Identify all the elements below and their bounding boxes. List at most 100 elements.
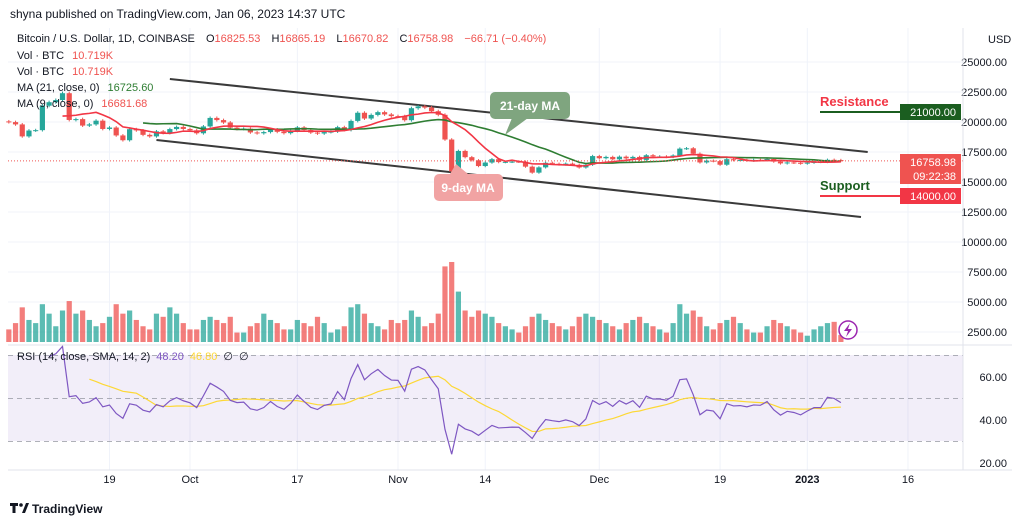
volume-bar [167,307,173,342]
volume-bar [314,316,321,342]
candle-body [730,159,737,161]
volume-bar [415,316,421,342]
volume-bar [791,329,797,342]
volume-bar [831,321,837,342]
candle-body [469,157,475,161]
candle-body [281,131,287,134]
volume-bar [328,332,334,342]
volume-bar [643,323,649,342]
time-tick-label: 16 [902,474,914,486]
candle-body [39,105,45,131]
price-axis[interactable]: 25000.00 22500.00 20000.00 17500.00 15000.00… [961,57,1007,339]
candle-body [630,156,636,159]
candle-body [234,127,240,129]
time-axis[interactable]: 19 Oct 17 Nov 14 Dec 19 2023 16 [103,474,914,486]
volume-bar [194,329,200,342]
volume-bar [838,335,844,342]
volume-bar [683,313,690,342]
candle-body [33,130,39,132]
volume-bar [187,329,193,342]
volume-bar [6,329,12,342]
rsi-band [8,355,963,441]
price-tick-label: 17500.00 [961,147,1007,159]
volume-bar [818,326,824,342]
volume-bar [254,323,260,342]
candle-body [381,112,388,115]
volume-bar [153,313,160,342]
support-price: 14000.00 [910,191,956,203]
candle-body [543,162,549,168]
candle-body [415,106,421,109]
volume-bar [455,291,461,342]
volume-legend-2: Vol · BTC 10.719K [17,66,114,78]
ma9-line [62,111,841,167]
rsi-tick-label: 20.00 [979,458,1007,470]
volume-bar [274,323,280,342]
volume-bar [39,304,45,342]
volume-bar [147,329,153,342]
candle-body [838,160,844,162]
symbol-name[interactable]: Bitcoin / U.S. Dollar, 1D, COINBASE [17,33,195,45]
volume-bar [281,329,287,342]
volume-bar [388,319,394,342]
volume-bar [590,316,596,342]
candle-body [261,132,267,134]
tradingview-logo[interactable]: TradingView [10,502,103,516]
volume-bar [395,323,401,342]
volume-bar [616,329,623,342]
volume-bar [220,323,227,342]
candle-body [12,122,19,125]
candle-body [462,150,468,158]
volume-bar [180,323,186,342]
candle-body [623,156,629,159]
candle-body [80,119,86,126]
volume-bar [53,326,59,342]
time-tick-label: 17 [291,474,303,486]
candle-body [704,160,710,163]
candle-body [428,107,435,112]
lightning-icon[interactable] [838,320,858,340]
volume-bar [657,329,663,342]
volume-bar [33,323,39,342]
volume-bar [207,316,213,342]
volume-bar [335,329,341,342]
candle-body [120,135,126,141]
volume-bar [583,313,589,342]
resistance-label: Resistance [820,94,889,109]
candle-body [509,161,515,163]
last-price-badge: 16758.98 09:22:38 [900,154,961,184]
volume-bar [569,326,576,342]
candle-body [66,93,72,120]
candle-body [6,121,12,123]
candle-body [777,161,784,164]
candle-body [355,112,361,121]
candle-body [569,163,576,165]
volume-bar [710,329,716,342]
ma21-annotation-label: 21-day MA [500,99,560,113]
rsi-line [48,345,842,455]
rsi-axis[interactable]: 60.00 40.00 20.00 [979,372,1007,470]
volume-bar [777,323,784,342]
candle-body [227,122,233,128]
price-tick-label: 5000.00 [967,297,1007,309]
volume-bar [670,323,676,342]
candle-body [442,114,448,140]
volume-bar [234,332,240,342]
candle-body [106,127,113,129]
time-tick-label: 14 [479,474,491,486]
volume-bar [824,323,831,342]
volume-bar [704,326,710,342]
volume-bar [798,332,804,342]
volume-bar [663,332,670,342]
candle-body [348,120,354,131]
candle-body [482,162,488,167]
time-tick-label: Oct [181,474,198,486]
volume-bar [509,329,515,342]
volume-bar [66,301,72,342]
volume-bar [690,310,696,342]
volume-bar [355,304,361,342]
volume-bar [449,261,455,342]
time-tick-label: Nov [388,474,408,486]
ma9-annotation: 9-day MA [434,164,503,201]
